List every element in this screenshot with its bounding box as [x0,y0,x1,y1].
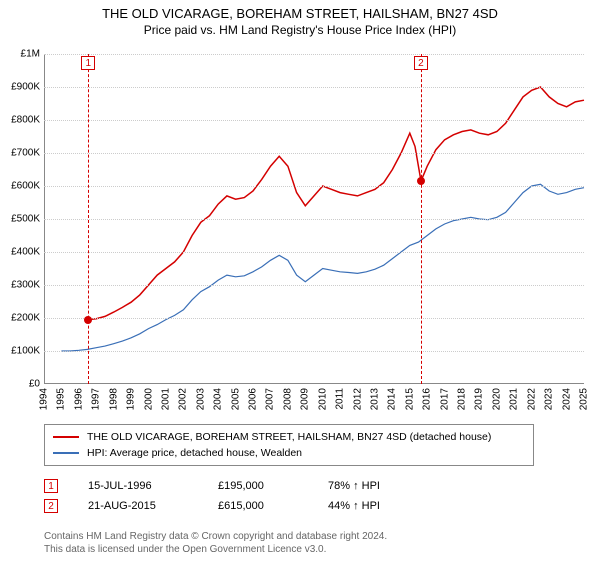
x-axis-label: 2009 [300,388,311,410]
sale-row: 2 21-AUG-2015 £615,000 44% ↑ HPI [44,496,584,516]
sale-row: 1 15-JUL-1996 £195,000 78% ↑ HPI [44,476,584,496]
legend-row-hpi: HPI: Average price, detached house, Weal… [53,445,525,461]
sale-pct: 78% ↑ HPI [328,476,418,496]
gridline-h [44,54,584,55]
x-axis-label: 2016 [422,388,433,410]
y-axis-label: £200K [11,313,40,324]
x-axis-label: 2021 [509,388,520,410]
gridline-h [44,153,584,154]
x-axis-label: 2010 [317,388,328,410]
footnote-line-2: This data is licensed under the Open Gov… [44,543,387,556]
sale-price: £615,000 [218,496,308,516]
x-axis-label: 2011 [335,388,346,410]
sale-marker-box: 2 [414,56,428,70]
x-axis-label: 2022 [526,388,537,410]
x-axis-label: 1999 [126,388,137,410]
x-axis-label: 1997 [91,388,102,410]
x-axis-label: 2015 [404,388,415,410]
y-axis-label: £300K [11,280,40,291]
sale-marker-dot [84,316,92,324]
sale-date: 21-AUG-2015 [88,496,198,516]
legend-row-price-paid: THE OLD VICARAGE, BOREHAM STREET, HAILSH… [53,429,525,445]
y-axis-label: £100K [11,346,40,357]
x-axis-label: 2013 [369,388,380,410]
y-axis-label: £1M [21,49,40,60]
sale-marker-line [88,54,89,384]
sale-price: £195,000 [218,476,308,496]
x-axis-label: 1995 [56,388,67,410]
x-axis-label: 2006 [248,388,259,410]
x-axis-label: 2008 [282,388,293,410]
chart-title: THE OLD VICARAGE, BOREHAM STREET, HAILSH… [0,6,600,21]
y-axis-label: £600K [11,181,40,192]
sale-pct: 44% ↑ HPI [328,496,418,516]
sale-marker-2: 2 [44,499,58,513]
sale-marker-dot [417,177,425,185]
chart-subtitle: Price paid vs. HM Land Registry's House … [0,23,600,37]
x-axis-label: 2019 [474,388,485,410]
sale-rows: 1 15-JUL-1996 £195,000 78% ↑ HPI 2 21-AU… [44,476,584,516]
plot-area: £0£100K£200K£300K£400K£500K£600K£700K£80… [44,54,584,384]
x-axis-label: 2014 [387,388,398,410]
footnote: Contains HM Land Registry data © Crown c… [44,530,387,556]
legend-and-sales: THE OLD VICARAGE, BOREHAM STREET, HAILSH… [44,424,584,516]
gridline-h [44,186,584,187]
sale-marker-box: 1 [81,56,95,70]
legend-swatch-hpi [53,452,79,454]
y-axis-label: £800K [11,115,40,126]
y-axis-label: £500K [11,214,40,225]
legend-label-price-paid: THE OLD VICARAGE, BOREHAM STREET, HAILSH… [87,429,491,445]
x-axis-label: 2025 [579,388,590,410]
series-hpi [61,184,584,351]
x-axis-label: 2000 [143,388,154,410]
y-axis-label: £700K [11,148,40,159]
x-axis-label: 2005 [230,388,241,410]
gridline-h [44,252,584,253]
x-axis-label: 2024 [561,388,572,410]
x-axis-label: 2012 [352,388,363,410]
gridline-h [44,87,584,88]
gridline-h [44,120,584,121]
legend-label-hpi: HPI: Average price, detached house, Weal… [87,445,302,461]
chart-container: THE OLD VICARAGE, BOREHAM STREET, HAILSH… [0,6,600,566]
x-axis-label: 2017 [439,388,450,410]
gridline-h [44,219,584,220]
sale-marker-line [421,54,422,384]
legend-swatch-price-paid [53,436,79,438]
x-axis-label: 1996 [73,388,84,410]
x-axis-label: 2003 [195,388,206,410]
x-axis-label: 2004 [213,388,224,410]
footnote-line-1: Contains HM Land Registry data © Crown c… [44,530,387,543]
x-axis-label: 2020 [491,388,502,410]
y-axis-label: £400K [11,247,40,258]
legend-box: THE OLD VICARAGE, BOREHAM STREET, HAILSH… [44,424,534,466]
gridline-h [44,351,584,352]
x-axis-label: 2018 [457,388,468,410]
gridline-h [44,285,584,286]
x-axis-label: 2023 [544,388,555,410]
sale-marker-1: 1 [44,479,58,493]
x-axis-label: 2001 [160,388,171,410]
x-axis-label: 1994 [39,388,50,410]
y-axis-label: £900K [11,82,40,93]
x-axis-label: 2007 [265,388,276,410]
gridline-h [44,318,584,319]
sale-date: 15-JUL-1996 [88,476,198,496]
x-axis-label: 2002 [178,388,189,410]
x-axis-label: 1998 [108,388,119,410]
